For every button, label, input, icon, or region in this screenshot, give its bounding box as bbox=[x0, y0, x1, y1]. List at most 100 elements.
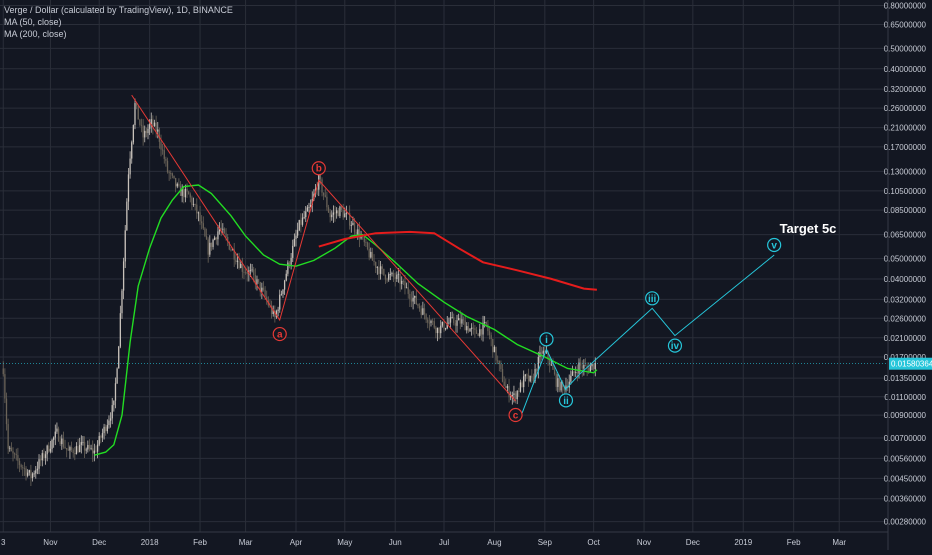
candle bbox=[235, 259, 237, 262]
symbol-title: Verge / Dollar (calculated by TradingVie… bbox=[4, 5, 233, 15]
candle bbox=[401, 280, 403, 284]
candle bbox=[363, 236, 365, 243]
candle bbox=[523, 376, 525, 388]
candle bbox=[191, 197, 193, 205]
candle bbox=[375, 261, 377, 268]
candle bbox=[352, 222, 354, 226]
candle bbox=[353, 222, 356, 232]
candle bbox=[98, 436, 100, 445]
candle bbox=[542, 350, 544, 354]
candle bbox=[422, 308, 424, 315]
candle bbox=[484, 321, 486, 323]
candle bbox=[508, 386, 510, 398]
candle bbox=[35, 470, 37, 474]
candle bbox=[570, 375, 572, 382]
candle bbox=[336, 210, 338, 214]
candle bbox=[152, 119, 154, 127]
candle bbox=[280, 293, 283, 295]
candle bbox=[409, 293, 411, 300]
ma50-legend: MA (50, close) bbox=[4, 17, 62, 27]
candle bbox=[49, 448, 52, 452]
candle bbox=[547, 351, 549, 359]
candle bbox=[83, 442, 86, 451]
candle bbox=[362, 236, 364, 238]
candle bbox=[329, 212, 331, 218]
x-tick-label: Feb bbox=[193, 538, 207, 547]
candle bbox=[171, 173, 174, 176]
candle bbox=[270, 305, 273, 314]
candle bbox=[518, 391, 520, 392]
x-tick-label: Oct bbox=[587, 538, 600, 547]
wave-label-i: i bbox=[545, 335, 548, 346]
candle bbox=[28, 470, 30, 473]
candle bbox=[176, 183, 178, 187]
candle bbox=[17, 455, 19, 461]
candle bbox=[492, 338, 494, 353]
candle bbox=[588, 368, 590, 372]
x-tick-label: Feb bbox=[787, 538, 801, 547]
candle bbox=[142, 125, 144, 138]
candle bbox=[196, 204, 198, 214]
grid bbox=[0, 0, 888, 532]
candle bbox=[565, 385, 567, 391]
candle bbox=[272, 310, 274, 314]
candle bbox=[475, 329, 478, 334]
candle bbox=[15, 454, 17, 456]
candle bbox=[240, 263, 242, 269]
candle bbox=[212, 239, 214, 247]
candle bbox=[431, 320, 434, 322]
candle bbox=[31, 473, 34, 479]
candle bbox=[368, 249, 370, 258]
candle bbox=[93, 450, 95, 454]
candle bbox=[513, 393, 515, 396]
candle bbox=[217, 231, 219, 240]
candle bbox=[283, 280, 286, 290]
candle bbox=[537, 357, 539, 372]
candle bbox=[342, 209, 344, 218]
candle bbox=[290, 257, 292, 265]
candle bbox=[339, 206, 341, 217]
candle bbox=[485, 321, 487, 325]
y-tick-label: 0.21000000 bbox=[884, 124, 927, 133]
x-tick-label: 2019 bbox=[734, 538, 752, 547]
x-tick-label: Mar bbox=[832, 538, 846, 547]
candle bbox=[88, 445, 91, 449]
candle bbox=[259, 281, 261, 292]
candle bbox=[158, 129, 161, 142]
candle bbox=[139, 119, 141, 125]
y-tick-label: 0.40000000 bbox=[884, 65, 927, 74]
candle bbox=[420, 308, 422, 315]
candle bbox=[262, 287, 265, 290]
candle bbox=[423, 308, 426, 315]
candle bbox=[594, 363, 596, 370]
x-tick-label: Dec bbox=[92, 538, 106, 547]
candle bbox=[427, 319, 429, 323]
candle bbox=[275, 310, 278, 318]
candle bbox=[581, 365, 583, 369]
candle bbox=[497, 360, 499, 362]
candle bbox=[506, 386, 509, 389]
candle bbox=[43, 453, 45, 458]
candle bbox=[285, 273, 287, 281]
candle bbox=[163, 150, 165, 159]
y-tick-label: 0.04000000 bbox=[884, 275, 927, 284]
candle bbox=[418, 305, 421, 309]
candle bbox=[327, 207, 330, 213]
x-tick-label: Apr bbox=[290, 538, 303, 547]
candle bbox=[550, 364, 552, 366]
candle bbox=[127, 174, 130, 202]
candle bbox=[573, 371, 575, 373]
candle bbox=[349, 213, 351, 226]
candle bbox=[160, 141, 162, 150]
candle bbox=[469, 328, 471, 332]
candle bbox=[579, 362, 582, 366]
candle bbox=[332, 212, 335, 215]
candle bbox=[305, 211, 307, 218]
candle bbox=[82, 442, 84, 443]
candle bbox=[370, 251, 372, 258]
candle bbox=[209, 242, 211, 255]
candle bbox=[10, 447, 13, 452]
candle bbox=[454, 323, 457, 326]
